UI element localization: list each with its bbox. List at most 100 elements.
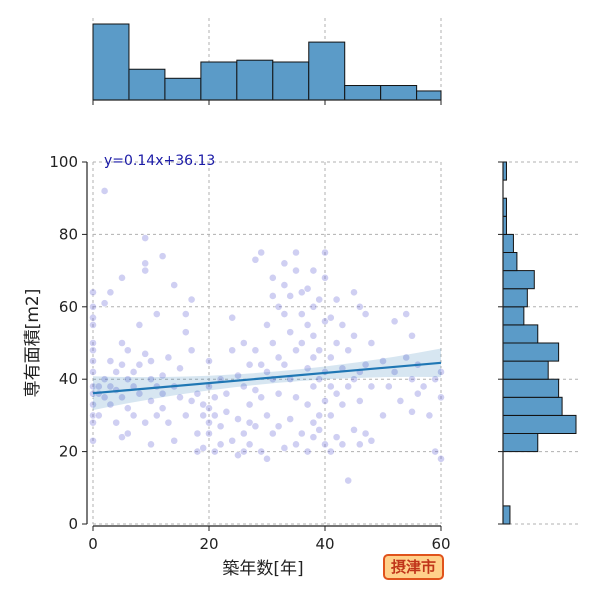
data-point [164,353,173,362]
data-point [297,310,306,318]
data-point [141,418,150,427]
data-point [228,313,237,322]
data-point [286,292,295,300]
data-point [89,302,97,311]
data-point [355,397,364,405]
y-hist-bar [502,414,577,434]
data-point [263,368,271,376]
data-point [228,346,237,355]
data-point [321,248,329,257]
y-hist-bar [502,324,539,344]
data-point [326,353,335,362]
data-point [152,310,161,318]
x-tick-label: 40 [315,535,334,553]
data-point [210,393,219,402]
data-point [286,328,295,337]
data-point [181,411,190,420]
data-point [181,328,190,337]
data-point [257,447,266,456]
data-point [123,429,132,438]
x-tick-label: 20 [199,535,218,553]
data-point [309,433,318,442]
data-point [292,266,300,275]
data-point [321,317,329,326]
data-point [309,331,318,340]
data-point [274,302,283,311]
x-hist-bar [164,77,202,101]
data-point [280,259,289,268]
data-point [106,288,115,297]
data-point [89,346,97,355]
data-point [390,317,399,326]
data-point [89,320,97,329]
data-point [123,375,132,384]
data-point [344,382,353,391]
data-point [321,397,329,405]
data-point [437,368,445,376]
data-point [303,284,312,293]
data-point [315,411,324,420]
data-point [280,444,289,452]
data-point [431,447,440,456]
data-point [332,389,341,398]
data-point [344,476,353,485]
data-point [355,302,364,311]
data-point [332,295,341,304]
y-tick-label: 20 [59,443,78,461]
data-point [408,407,416,416]
data-point [425,411,434,420]
data-point [205,357,213,365]
data-point [158,252,167,261]
y-tick-label: 80 [59,225,78,243]
data-point [292,346,300,355]
data-point [89,436,97,445]
data-point [112,368,121,376]
data-point [193,429,202,438]
data-point [245,400,254,409]
data-point [263,411,271,420]
data-point [89,357,97,365]
data-point [106,357,115,365]
x-hist-bar [416,90,442,101]
data-point [326,411,335,420]
data-point [123,404,132,413]
data-point [106,400,115,409]
data-point [170,436,179,445]
data-point [152,411,161,420]
y-tick-label: 60 [59,298,78,316]
data-point [129,368,138,376]
data-point [413,389,422,398]
data-point [419,382,428,391]
data-point [147,397,155,405]
data-point [437,393,445,402]
data-point [379,357,387,365]
data-point [89,382,97,391]
data-point [141,349,150,358]
data-point [292,393,300,402]
data-point [338,320,347,329]
data-point [321,440,329,449]
data-point [181,310,190,318]
data-point [234,371,242,380]
data-point [361,429,370,438]
data-point [332,339,341,347]
y-hist-bar [502,396,563,416]
main-plot: 0 20 40 60 0 20 40 60 80 100 [49,153,450,553]
data-point [402,310,411,318]
data-point [94,382,103,391]
data-point [390,368,399,376]
data-point [268,292,277,300]
data-point [216,440,225,449]
data-point [361,310,370,318]
data-point [89,339,97,347]
data-point [199,411,208,420]
data-point [338,440,347,449]
data-point [309,353,318,362]
data-point [367,339,376,347]
data-point [129,411,138,420]
data-point [344,346,353,355]
y-tick-label: 100 [49,153,78,171]
data-point [228,436,237,445]
data-point [379,411,387,420]
x-hist-bar [308,41,346,101]
